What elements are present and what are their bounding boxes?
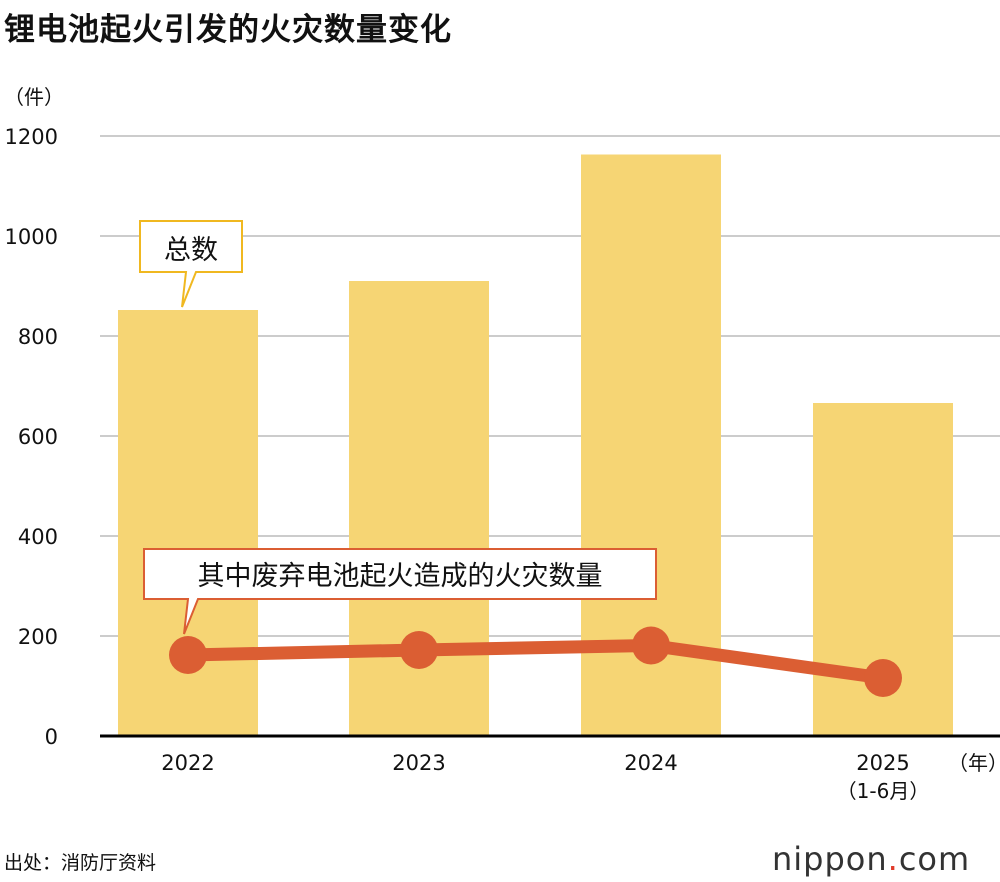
source-note: 出处：消防厅资料 — [4, 852, 157, 874]
x-tick-label: 2024 — [624, 751, 677, 775]
chart-title: 锂电池起火引发的火灾数量变化 — [4, 12, 452, 48]
x-tick-label: 2023 — [392, 751, 445, 775]
line-point-2022 — [169, 636, 207, 674]
callout-line-label: 其中废弃电池起火造成的火灾数量 — [198, 561, 603, 592]
x-tick-sublabel: （1-6月） — [837, 779, 930, 803]
logo-suffix: com — [898, 840, 971, 878]
x-tick-label: 2025 — [856, 751, 909, 775]
x-axis-unit: （年） — [948, 751, 1000, 775]
y-tick-label: 200 — [18, 625, 58, 649]
line-point-2025 — [864, 659, 902, 697]
y-tick-label: 600 — [18, 425, 58, 449]
y-tick-label: 400 — [18, 525, 58, 549]
logo-dot: . — [887, 840, 899, 878]
x-tick-label: 2022 — [161, 751, 214, 775]
line-series — [187, 639, 884, 685]
callout-total-box — [139, 220, 243, 308]
y-tick-label: 800 — [18, 325, 58, 349]
nippon-logo: nippon.com — [772, 840, 970, 878]
line-point-2024 — [632, 626, 670, 665]
callout-line-box — [143, 548, 657, 635]
y-tick-label: 0 — [45, 725, 58, 749]
logo-name: nippon — [772, 840, 888, 878]
y-axis-unit: （件） — [4, 85, 64, 109]
y-tick-label: 1200 — [5, 125, 58, 149]
y-tick-label: 1000 — [5, 225, 58, 249]
line-point-2023 — [400, 631, 438, 669]
callout-total-label: 总数 — [164, 235, 218, 266]
